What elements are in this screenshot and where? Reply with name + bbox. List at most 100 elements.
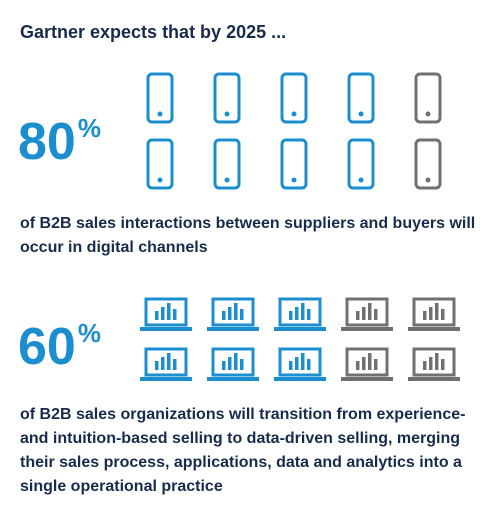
laptop-screen bbox=[345, 347, 389, 377]
laptop-bar bbox=[356, 361, 360, 370]
phone-body bbox=[414, 72, 442, 124]
laptop-bar bbox=[429, 307, 433, 320]
phone-button bbox=[157, 111, 163, 117]
phone-icon bbox=[280, 72, 308, 124]
title: Gartner expects that by 2025 ... bbox=[20, 22, 287, 42]
laptop-bar bbox=[173, 309, 177, 320]
laptop-bar bbox=[441, 359, 445, 370]
phone-icon bbox=[213, 72, 241, 124]
laptop-bar bbox=[435, 353, 439, 370]
phone-button bbox=[291, 111, 297, 117]
laptop-bar bbox=[222, 361, 226, 370]
phone-button bbox=[425, 177, 431, 183]
laptop-bar bbox=[155, 311, 159, 320]
laptop-screen bbox=[278, 347, 322, 377]
laptop-bar bbox=[441, 309, 445, 320]
laptop-icon bbox=[207, 347, 259, 381]
phone-button bbox=[425, 111, 431, 117]
laptop-bar bbox=[173, 359, 177, 370]
laptop-base bbox=[140, 377, 192, 381]
laptop-base bbox=[207, 327, 259, 331]
laptop-bar bbox=[307, 359, 311, 370]
laptop-base bbox=[341, 327, 393, 331]
laptop-base bbox=[274, 327, 326, 331]
icon-grid bbox=[146, 72, 442, 190]
laptop-bar bbox=[307, 309, 311, 320]
phone-icon bbox=[347, 138, 375, 190]
laptop-bar bbox=[362, 357, 366, 370]
phone-body bbox=[146, 72, 174, 124]
stat-number: 60 bbox=[18, 318, 76, 376]
laptop-bar bbox=[167, 303, 171, 320]
stat-unit: % bbox=[77, 318, 101, 348]
laptop-screen bbox=[211, 297, 255, 327]
stat-unit: % bbox=[77, 113, 101, 143]
laptop-icon bbox=[408, 297, 460, 331]
laptop-icon bbox=[341, 297, 393, 331]
laptop-bar bbox=[356, 311, 360, 320]
phone-body bbox=[213, 72, 241, 124]
laptop-bar bbox=[240, 309, 244, 320]
laptop-bar bbox=[301, 353, 305, 370]
laptop-bar bbox=[289, 361, 293, 370]
laptop-screen bbox=[211, 347, 255, 377]
laptop-bar bbox=[161, 307, 165, 320]
laptop-icon bbox=[140, 347, 192, 381]
laptop-bar bbox=[374, 359, 378, 370]
laptop-base bbox=[341, 377, 393, 381]
laptop-icon bbox=[408, 347, 460, 381]
phone-icon bbox=[280, 138, 308, 190]
laptop-screen bbox=[412, 347, 456, 377]
phone-button bbox=[291, 177, 297, 183]
laptop-screen bbox=[278, 297, 322, 327]
laptop-bar bbox=[295, 357, 299, 370]
phone-button bbox=[358, 177, 364, 183]
laptop-screen bbox=[144, 297, 188, 327]
laptop-bar bbox=[374, 309, 378, 320]
laptop-base bbox=[207, 377, 259, 381]
laptop-bar bbox=[423, 361, 427, 370]
laptop-screen bbox=[345, 297, 389, 327]
laptop-bar bbox=[167, 353, 171, 370]
laptop-screen bbox=[412, 297, 456, 327]
phone-body bbox=[414, 138, 442, 190]
phone-button bbox=[358, 111, 364, 117]
laptop-bar bbox=[295, 307, 299, 320]
phone-button bbox=[224, 111, 230, 117]
laptop-icon bbox=[274, 347, 326, 381]
phone-icon bbox=[146, 72, 174, 124]
laptop-base bbox=[140, 327, 192, 331]
phone-body bbox=[347, 138, 375, 190]
laptop-bar bbox=[240, 359, 244, 370]
laptop-bar bbox=[222, 311, 226, 320]
laptop-bar bbox=[368, 353, 372, 370]
laptop-bar bbox=[161, 357, 165, 370]
stat-value: 80% bbox=[18, 115, 101, 168]
laptop-bar bbox=[368, 303, 372, 320]
laptop-bar bbox=[289, 311, 293, 320]
laptop-bar bbox=[301, 303, 305, 320]
phone-body bbox=[280, 72, 308, 124]
laptop-bar bbox=[429, 357, 433, 370]
laptop-bar bbox=[362, 307, 366, 320]
laptop-bar bbox=[423, 311, 427, 320]
phone-icon bbox=[414, 72, 442, 124]
icon-grid bbox=[140, 297, 460, 381]
phone-body bbox=[213, 138, 241, 190]
stat-value: 60% bbox=[18, 320, 101, 373]
phone-icon bbox=[146, 138, 174, 190]
phone-body bbox=[146, 138, 174, 190]
stat-description: of B2B sales interactions between suppli… bbox=[20, 215, 476, 256]
laptop-bar bbox=[234, 353, 238, 370]
phone-icon bbox=[347, 72, 375, 124]
laptop-bar bbox=[155, 361, 159, 370]
laptop-screen bbox=[144, 347, 188, 377]
laptop-base bbox=[408, 377, 460, 381]
stat-description: of B2B sales organizations will transiti… bbox=[20, 406, 466, 495]
stat-number: 80 bbox=[18, 113, 76, 171]
laptop-icon bbox=[341, 347, 393, 381]
phone-icon bbox=[213, 138, 241, 190]
laptop-bar bbox=[435, 303, 439, 320]
phone-button bbox=[224, 177, 230, 183]
